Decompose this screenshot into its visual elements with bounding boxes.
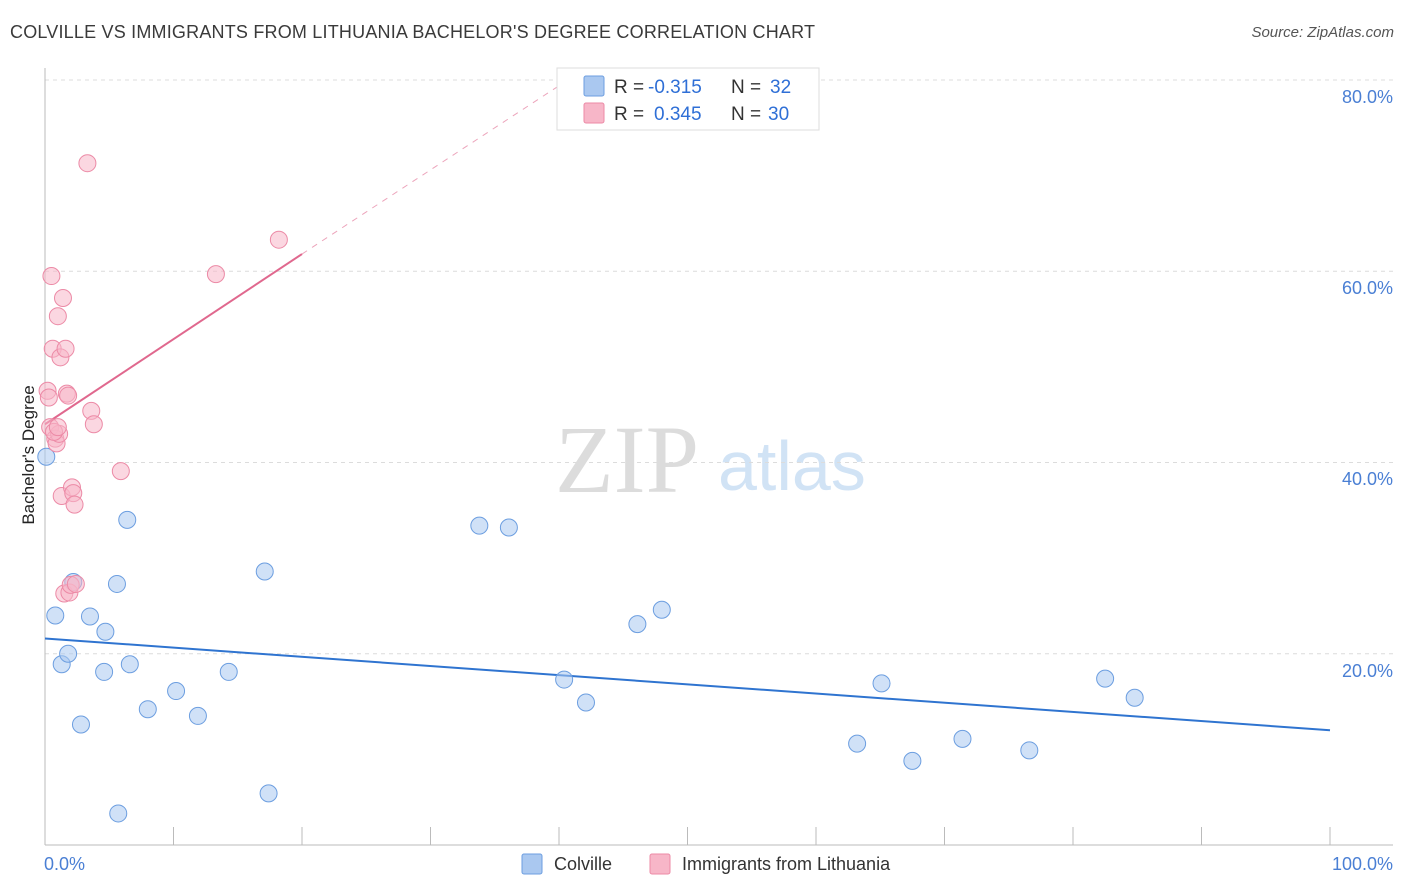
point-lithuania-11 [53,289,72,308]
legend-n-value-1: 32 [770,77,791,98]
point-colville-10 [109,804,128,823]
trend-lines [44,85,1331,732]
point-lithuania-21 [66,574,85,593]
point-lithuania-24 [84,415,103,434]
point-colville-22 [576,693,595,712]
chart-title: COLVILLE VS IMMIGRANTS FROM LITHUANIA BA… [10,22,816,42]
legend-r-value-1: -0.315 [648,77,702,98]
point-colville-8 [96,622,115,641]
point-lithuania-7 [48,307,67,326]
y-tick-label-60: 60.0% [1342,278,1393,298]
point-colville-9 [107,574,126,593]
legend-r-label-1: R = [614,77,644,98]
point-colville-14 [167,682,186,701]
point-colville-12 [120,655,139,674]
x-tick-label-min: 0.0% [44,854,85,874]
trend-line-0 [44,637,1331,732]
point-colville-6 [80,607,99,626]
point-colville-7 [95,662,114,681]
point-lithuania-13 [56,339,75,358]
data-points [37,154,1144,823]
gridlines [45,79,1393,655]
point-colville-26 [872,674,891,693]
legend-swatch-colville [583,75,605,97]
point-colville-27 [903,751,922,770]
point-colville-3 [59,644,78,663]
point-colville-30 [1096,669,1115,688]
legend-n-label-2: N = [731,104,761,125]
point-colville-17 [255,562,274,581]
point-lithuania-1 [39,388,58,407]
y-tick-label-20: 20.0% [1342,661,1393,681]
point-lithuania-25 [111,462,130,481]
point-colville-21 [555,670,574,689]
trend-extension-1 [301,85,560,255]
series-legend: Colville Immigrants from Lithuania [521,853,891,875]
stats-legend: R = -0.315 N = 32 R = 0.345 N = 30 [556,67,820,131]
legend-n-label-1: N = [731,77,761,98]
watermark-atlas: atlas [718,427,866,505]
point-colville-20 [499,518,518,537]
y-axis-title: Bachelor's Degree [19,385,38,524]
point-colville-15 [188,706,207,725]
bottom-legend-label-lithuania: Immigrants from Lithuania [682,854,891,874]
source-label: Source: ZipAtlas.com [1251,24,1394,41]
point-colville-29 [1020,741,1039,760]
point-lithuania-27 [269,230,288,249]
point-colville-31 [1125,688,1144,707]
legend-r-label-2: R = [614,104,644,125]
bottom-legend-swatch-colville [521,853,543,875]
trend-line-1 [44,253,303,426]
point-lithuania-15 [59,386,78,405]
point-colville-16 [219,662,238,681]
legend-n-value-2: 30 [768,104,789,125]
point-colville-1 [46,606,65,625]
point-lithuania-3 [42,267,61,286]
point-colville-0 [37,447,56,466]
bottom-legend-label-colville: Colville [554,854,612,874]
point-colville-25 [848,734,867,753]
point-lithuania-29 [48,418,67,437]
bottom-legend-swatch-lithuania [649,853,671,875]
point-lithuania-26 [206,265,225,284]
legend-r-value-2: 0.345 [654,104,702,125]
point-lithuania-22 [78,154,97,173]
y-tick-label-80: 80.0% [1342,87,1393,107]
point-colville-5 [71,715,90,734]
point-colville-13 [138,700,157,719]
point-colville-28 [953,729,972,748]
point-colville-19 [470,516,489,535]
point-colville-24 [652,600,671,619]
point-colville-23 [628,615,647,634]
y-tick-label-40: 40.0% [1342,469,1393,489]
x-tick-label-max: 100.0% [1332,854,1393,874]
legend-swatch-lithuania [583,102,605,124]
watermark-zip: ZIP [555,406,699,513]
point-lithuania-20 [65,495,84,514]
point-colville-11 [118,510,137,529]
point-colville-18 [259,784,278,803]
